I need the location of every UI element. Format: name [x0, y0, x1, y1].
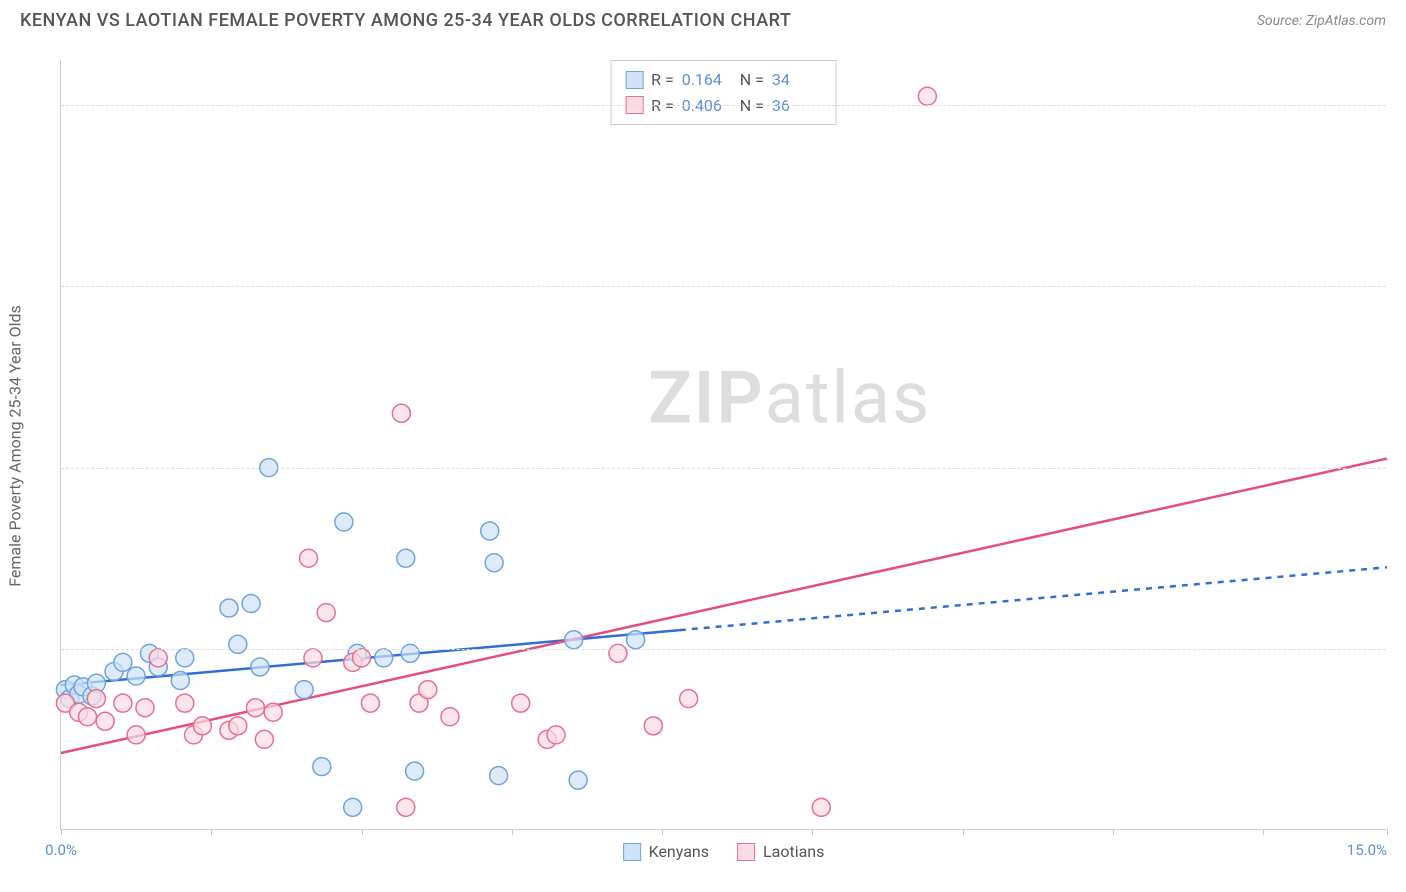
- legend-label: Laotians: [763, 842, 824, 861]
- x-tick: [1387, 829, 1388, 835]
- chart-container: KENYAN VS LAOTIAN FEMALE POVERTY AMONG 2…: [0, 0, 1406, 892]
- data-point: [300, 549, 318, 567]
- data-point: [335, 513, 353, 531]
- data-point: [441, 708, 459, 726]
- stats-row: R = 0.164 N = 34: [625, 67, 822, 93]
- title-bar: KENYAN VS LAOTIAN FEMALE POVERTY AMONG 2…: [0, 0, 1406, 36]
- stat-n-value: 34: [772, 67, 822, 93]
- legend-item: Laotians: [737, 842, 824, 861]
- data-point: [481, 522, 499, 540]
- data-point: [127, 726, 145, 744]
- stat-r-value: 0.164: [682, 67, 732, 93]
- data-point: [361, 694, 379, 712]
- gridline-h: [61, 286, 1386, 287]
- data-point: [87, 690, 105, 708]
- data-point: [918, 87, 936, 105]
- x-tick-label-first: 0.0%: [45, 841, 77, 859]
- data-point: [609, 644, 627, 662]
- data-point: [251, 658, 269, 676]
- data-point: [295, 681, 313, 699]
- data-point: [264, 703, 282, 721]
- data-point: [644, 717, 662, 735]
- plot-area: ZIPatlas R =0.164N =34R =0.406N =36 Keny…: [60, 60, 1386, 830]
- data-point: [392, 404, 410, 422]
- gridline-h: [61, 105, 1386, 106]
- legend-swatch: [625, 71, 643, 89]
- data-point: [485, 554, 503, 572]
- data-point: [96, 712, 114, 730]
- data-point: [512, 694, 530, 712]
- data-point: [313, 758, 331, 776]
- data-point: [401, 644, 419, 662]
- chart-title: KENYAN VS LAOTIAN FEMALE POVERTY AMONG 2…: [20, 10, 791, 31]
- plot-svg: [61, 60, 1386, 829]
- data-point: [565, 631, 583, 649]
- x-tick: [963, 829, 964, 835]
- data-point: [171, 672, 189, 690]
- stat-n-label: N =: [740, 67, 764, 93]
- data-point: [627, 631, 645, 649]
- data-point: [375, 649, 393, 667]
- data-point: [547, 726, 565, 744]
- legend-item: Kenyans: [623, 842, 709, 861]
- data-point: [812, 798, 830, 816]
- data-point: [490, 767, 508, 785]
- data-point: [220, 599, 238, 617]
- data-point: [149, 649, 167, 667]
- y-tick-label: 40.0%: [1391, 459, 1406, 477]
- data-point: [176, 694, 194, 712]
- data-point: [114, 653, 132, 671]
- gridline-h: [61, 649, 1386, 650]
- x-tick: [362, 829, 363, 835]
- stat-r-label: R =: [651, 67, 674, 93]
- data-point: [193, 717, 211, 735]
- y-tick-label: 60.0%: [1391, 277, 1406, 295]
- data-point: [419, 681, 437, 699]
- regression-line-dashed: [680, 567, 1387, 630]
- legend-label: Kenyans: [649, 842, 709, 861]
- data-point: [114, 694, 132, 712]
- data-point: [344, 798, 362, 816]
- data-point: [353, 649, 371, 667]
- data-point: [127, 667, 145, 685]
- y-axis-label: Female Poverty Among 25-34 Year Olds: [6, 305, 25, 587]
- data-point: [406, 762, 424, 780]
- bottom-legend: Kenyans Laotians: [623, 842, 825, 861]
- data-point: [246, 699, 264, 717]
- x-tick-label-last: 15.0%: [1347, 841, 1387, 859]
- stats-box: R =0.164N =34R =0.406N =36: [610, 60, 837, 125]
- data-point: [79, 708, 97, 726]
- gridline-h: [61, 468, 1386, 469]
- data-point: [569, 771, 587, 789]
- legend-swatch: [623, 843, 641, 861]
- data-point: [680, 690, 698, 708]
- legend-swatch: [737, 843, 755, 861]
- data-point: [304, 649, 322, 667]
- data-point: [317, 604, 335, 622]
- data-point: [397, 798, 415, 816]
- x-tick: [1263, 829, 1264, 835]
- y-tick-label: 20.0%: [1391, 640, 1406, 658]
- x-tick: [211, 829, 212, 835]
- x-tick: [812, 829, 813, 835]
- data-point: [229, 717, 247, 735]
- data-point: [397, 549, 415, 567]
- x-tick: [512, 829, 513, 835]
- x-tick: [1113, 829, 1114, 835]
- data-point: [242, 595, 260, 613]
- data-point: [229, 635, 247, 653]
- data-point: [176, 649, 194, 667]
- data-point: [136, 699, 154, 717]
- data-point: [255, 730, 273, 748]
- y-tick-label: 80.0%: [1391, 96, 1406, 114]
- x-tick: [61, 829, 62, 835]
- source-label: Source: ZipAtlas.com: [1257, 13, 1386, 29]
- x-tick: [662, 829, 663, 835]
